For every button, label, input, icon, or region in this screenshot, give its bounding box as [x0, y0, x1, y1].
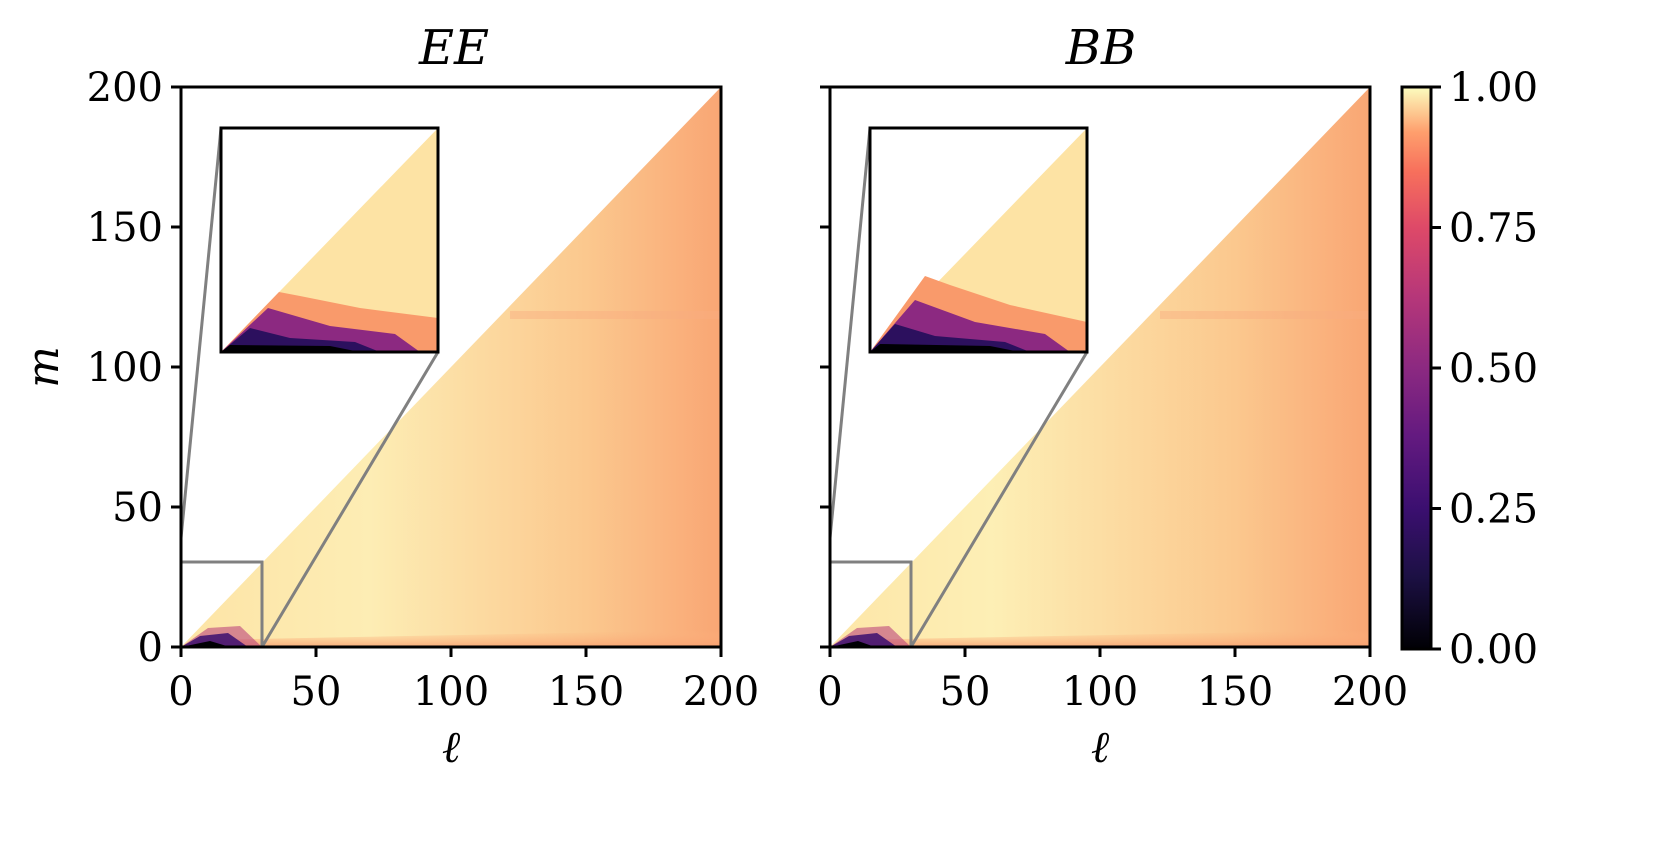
heatmap-bb-band-m118 [1160, 311, 1370, 319]
colorbar-tick-label: 1.00 [1449, 65, 1538, 111]
y-tick-label: 150 [87, 205, 163, 251]
x-ticks-bb: 0 50 100 150 200 [817, 647, 1408, 715]
panel-ee: EE 0 50 100 150 200 0 50 100 150 200 ℓ m [18, 20, 759, 773]
x-axis-label-ee: ℓ [442, 722, 461, 773]
x-ticks-ee: 0 50 100 150 200 [168, 647, 759, 715]
inset-ee-frame [219, 126, 440, 354]
y-tick-label: 0 [138, 625, 163, 671]
x-tick-label: 50 [291, 669, 342, 715]
colorbar-tick-label: 0.50 [1449, 346, 1538, 392]
heatmap-bb-bulk [830, 87, 1370, 647]
colorbar-tick-label: 0.75 [1449, 206, 1538, 252]
inset-bb-source-box [830, 560, 913, 647]
inset-ee-source-box [181, 560, 264, 647]
inset-ee-connector-right [260, 351, 440, 648]
panel-title-bb: BB [1065, 20, 1137, 76]
inset-bb-connector-right [909, 351, 1089, 648]
x-tick-label: 200 [1332, 669, 1408, 715]
x-tick-label: 0 [817, 669, 842, 715]
heatmap-ee-floor-band [181, 630, 721, 647]
inset-ee [179, 126, 440, 648]
x-tick-label: 100 [413, 669, 489, 715]
y-tick-label: 200 [87, 65, 163, 111]
heatmap-bb [830, 87, 1370, 647]
y-tick-label: 100 [87, 345, 163, 391]
panel-title-ee: EE [418, 20, 489, 76]
y-tick-label: 50 [112, 485, 163, 531]
inset-bb-connector-left [828, 127, 872, 539]
colorbar-tick-label: 0.00 [1449, 627, 1538, 673]
colorbar-gradient [1402, 87, 1431, 649]
x-tick-label: 0 [168, 669, 193, 715]
x-tick-label: 100 [1062, 669, 1138, 715]
heatmap-bb-floor-band [830, 630, 1370, 647]
y-ticks-ee: 0 50 100 150 200 [87, 65, 181, 671]
y-axis-label-ee: m [18, 346, 69, 388]
heatmap-ee [181, 87, 721, 647]
heatmap-ee-bulk [181, 87, 721, 647]
x-tick-label: 150 [548, 669, 624, 715]
heatmap-ee-dark-region [181, 633, 248, 647]
x-tick-label: 50 [940, 669, 991, 715]
inset-bb-frame [868, 126, 1089, 354]
colorbar-ticks: 0.00 0.25 0.50 0.75 1.00 [1431, 65, 1538, 673]
y-ticks-bb [820, 85, 830, 649]
panel-bb: BB 0 50 100 150 200 ℓ [817, 20, 1408, 773]
inset-ee-connector-left [179, 127, 223, 539]
x-axis-label-bb: ℓ [1091, 722, 1110, 773]
inset-bb [828, 126, 1089, 648]
inset-ee-black [221, 345, 360, 352]
x-tick-label: 150 [1197, 669, 1273, 715]
inset-bb-black [870, 344, 1020, 352]
heatmap-ee-band-m118 [510, 311, 721, 319]
colorbar: 0.00 0.25 0.50 0.75 1.00 [1400, 65, 1538, 673]
x-tick-label: 200 [683, 669, 759, 715]
colorbar-tick-label: 0.25 [1449, 487, 1538, 533]
